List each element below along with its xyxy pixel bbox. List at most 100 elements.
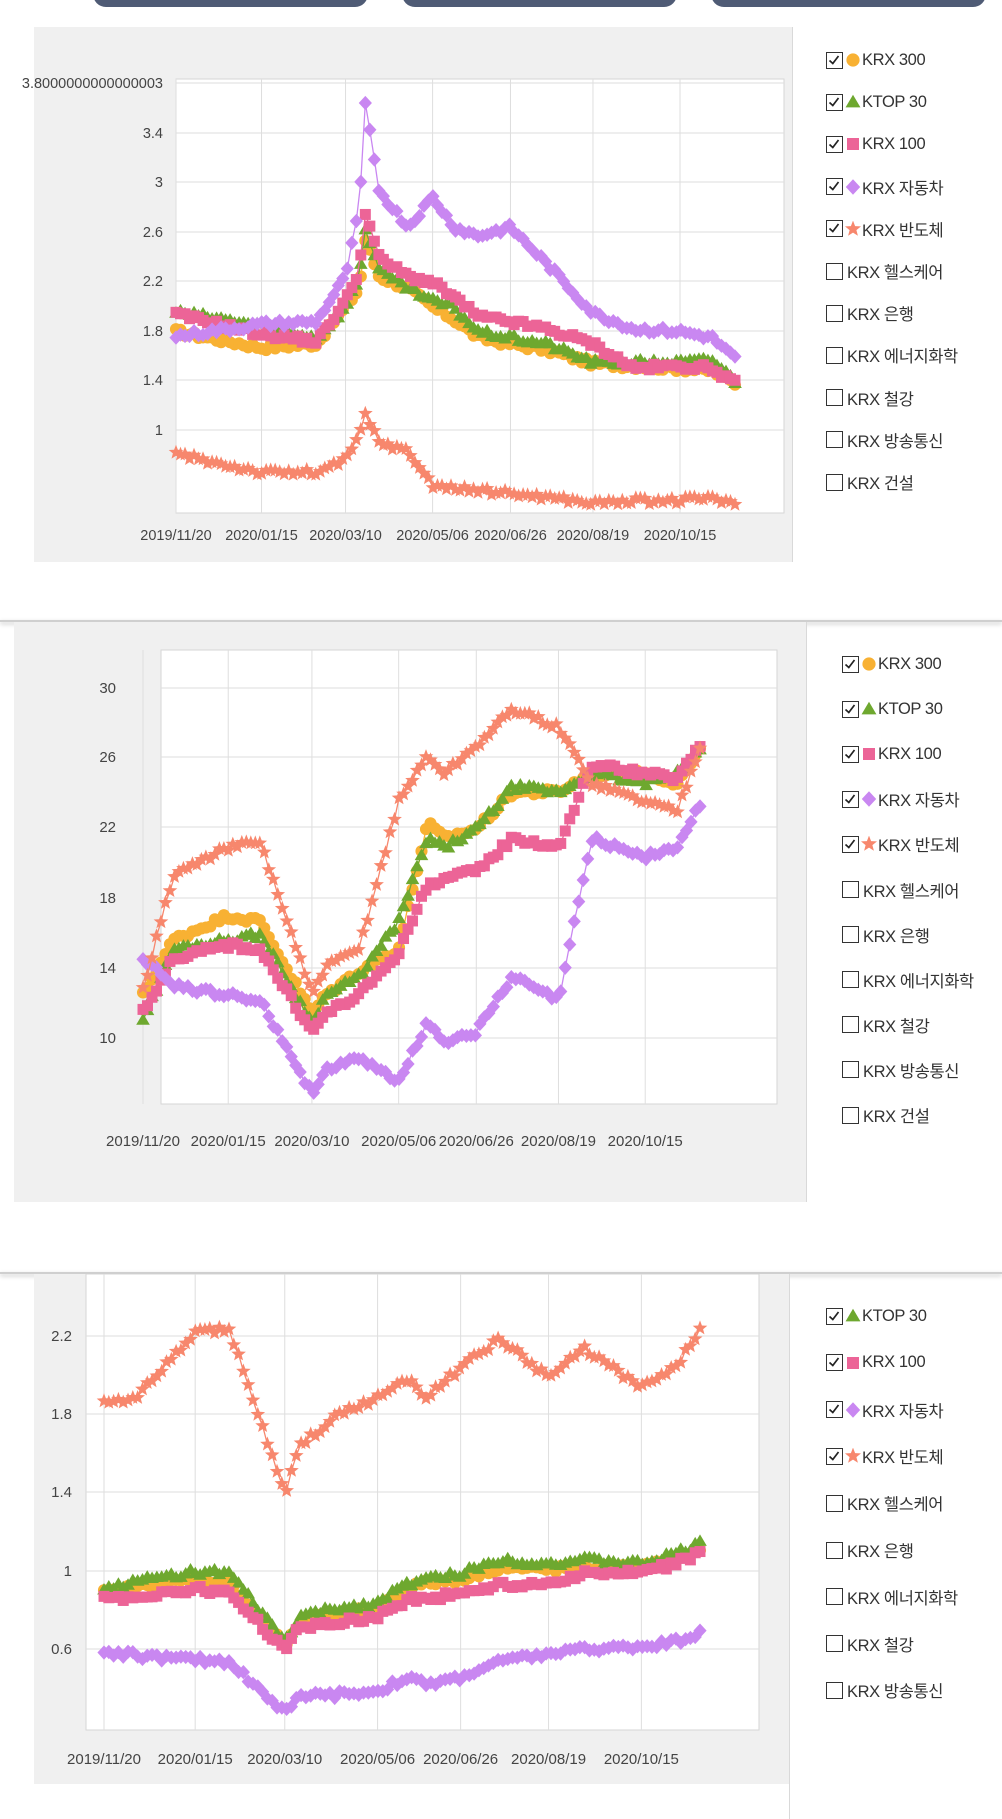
data-point <box>387 923 402 935</box>
legend-item-krx-healthcare[interactable]: KRX 헬스케어 <box>842 878 959 902</box>
legend-label: KRX 건설 <box>863 1108 930 1126</box>
data-point <box>288 939 303 954</box>
legend-item-krx-100[interactable]: KRX 100 <box>826 1351 926 1375</box>
legend-item-krx-semiconductor[interactable]: KRX 반도체 <box>842 832 960 856</box>
chart-panel-3: 2.2 1.8 1.4 1 0.6 2019/11/20 2020/01/15 2020/03… <box>0 1274 1002 1819</box>
legend-item-krx-healthcare[interactable]: KRX 헬스케어 <box>826 1491 943 1515</box>
data-point <box>254 465 269 480</box>
legend-item-krx-auto[interactable]: KRX 자동차 <box>826 175 944 199</box>
data-point <box>452 1360 467 1375</box>
data-point <box>676 765 688 777</box>
data-point <box>670 840 685 855</box>
checkbox-checked[interactable] <box>826 1307 843 1325</box>
checkbox-unchecked[interactable] <box>826 389 843 407</box>
legend-item-krx-healthcare[interactable]: KRX 헬스케어 <box>826 259 943 283</box>
legend-item-krx-energy-chem[interactable]: KRX 에너지화학 <box>826 1585 958 1609</box>
checkbox-checked[interactable] <box>826 93 843 111</box>
checkbox-unchecked[interactable] <box>826 1588 843 1606</box>
checkbox-unchecked[interactable] <box>826 1541 843 1559</box>
legend-item-krx-100[interactable]: KRX 100 <box>826 132 926 156</box>
checkbox-unchecked[interactable] <box>826 304 843 322</box>
legend-item-krx-energy-chem[interactable]: KRX 에너지화학 <box>826 343 958 367</box>
data-point <box>405 772 420 787</box>
checkbox-unchecked[interactable] <box>842 1106 859 1124</box>
data-point <box>292 330 304 342</box>
checkbox-unchecked[interactable] <box>842 926 859 944</box>
marker-shape <box>863 748 875 761</box>
legend-item-krx-300[interactable]: KRX 300 <box>842 652 942 676</box>
legend-item-ktop-30[interactable]: KTOP 30 <box>842 697 943 721</box>
legend-item-krx-telecom[interactable]: KRX 방송통신 <box>826 1678 943 1702</box>
legend-item-krx-300[interactable]: KRX 300 <box>826 48 926 72</box>
checkbox-checked[interactable] <box>826 51 843 69</box>
checkbox-unchecked[interactable] <box>826 1635 843 1653</box>
data-point <box>484 486 499 501</box>
data-point <box>447 1368 463 1383</box>
legend-item-krx-semiconductor[interactable]: KRX 반도체 <box>826 1444 944 1468</box>
data-point <box>433 1379 448 1393</box>
checkbox-unchecked[interactable] <box>842 881 859 898</box>
legend-label: KRX 자동차 <box>862 1402 944 1421</box>
legend-item-krx-energy-chem[interactable]: KRX 에너지화학 <box>842 968 974 992</box>
legend-item-krx-telecom[interactable]: KRX 방송통신 <box>842 1058 959 1082</box>
legend-item-krx-steel[interactable]: KRX 철강 <box>826 1632 914 1656</box>
data-point <box>252 927 267 939</box>
data-point <box>584 778 600 793</box>
legend-item-krx-bank[interactable]: KRX 은행 <box>826 301 914 325</box>
legend-item-krx-construction[interactable]: KRX 건설 <box>826 470 914 494</box>
data-point <box>257 1623 269 1635</box>
legend-item-krx-auto[interactable]: KRX 자동차 <box>842 787 960 811</box>
checkbox-checked[interactable] <box>842 700 859 718</box>
data-point <box>693 1534 707 1546</box>
legend-item-krx-auto[interactable]: KRX 자동차 <box>826 1398 944 1422</box>
data-point <box>568 804 580 816</box>
checkbox-unchecked[interactable] <box>842 971 859 989</box>
checkbox-checked[interactable] <box>826 1401 843 1419</box>
legend-item-krx-100[interactable]: KRX 100 <box>842 742 942 766</box>
data-point <box>617 841 631 857</box>
legend-label: KRX 헬스케어 <box>863 882 960 901</box>
top-tab-3[interactable] <box>711 0 986 7</box>
marker-shape <box>845 178 861 195</box>
top-tab-1[interactable] <box>93 0 368 7</box>
data-point <box>120 1392 136 1407</box>
checkbox-checked[interactable] <box>826 220 843 238</box>
checkbox-checked[interactable] <box>826 178 843 196</box>
legend-item-krx-telecom[interactable]: KRX 방송통신 <box>826 428 943 452</box>
checkbox-checked[interactable] <box>826 135 843 153</box>
data-point <box>283 924 299 939</box>
diamond-marker-icon <box>861 791 877 808</box>
data-point <box>626 1642 640 1657</box>
x-tick-label: 2020/03/10 <box>247 1751 322 1768</box>
checkbox-unchecked[interactable] <box>842 1061 859 1079</box>
checkbox-checked[interactable] <box>842 745 859 763</box>
marker-shape <box>847 1356 859 1369</box>
checkbox-unchecked[interactable] <box>826 1494 843 1512</box>
top-tab-2[interactable] <box>402 0 677 7</box>
data-point <box>371 433 387 448</box>
legend-item-krx-construction[interactable]: KRX 건설 <box>842 1103 930 1127</box>
checkbox-unchecked[interactable] <box>826 431 843 449</box>
legend-item-krx-steel[interactable]: KRX 철강 <box>826 386 914 410</box>
legend-item-krx-bank[interactable]: KRX 은행 <box>826 1538 914 1562</box>
checkbox-unchecked[interactable] <box>842 1016 859 1034</box>
data-point <box>374 939 388 951</box>
y-tick-label: 18 <box>99 890 116 907</box>
legend-item-ktop-30[interactable]: KTOP 30 <box>826 1304 927 1328</box>
checkbox-checked[interactable] <box>842 835 859 853</box>
checkbox-unchecked[interactable] <box>826 473 843 491</box>
legend-item-ktop-30[interactable]: KTOP 30 <box>826 90 927 114</box>
data-point <box>500 980 514 995</box>
checkbox-unchecked[interactable] <box>826 346 843 364</box>
checkbox-checked[interactable] <box>842 790 859 808</box>
data-point <box>310 973 326 988</box>
checkbox-checked[interactable] <box>826 1354 843 1372</box>
checkbox-unchecked[interactable] <box>826 262 843 280</box>
legend-item-krx-bank[interactable]: KRX 은행 <box>842 923 930 947</box>
checkbox-unchecked[interactable] <box>826 1681 843 1699</box>
checkbox-checked[interactable] <box>826 1447 843 1465</box>
checkbox-checked[interactable] <box>842 655 859 673</box>
legend-item-krx-semiconductor[interactable]: KRX 반도체 <box>826 217 944 241</box>
data-point <box>322 1413 338 1428</box>
legend-item-krx-steel[interactable]: KRX 철강 <box>842 1013 930 1037</box>
